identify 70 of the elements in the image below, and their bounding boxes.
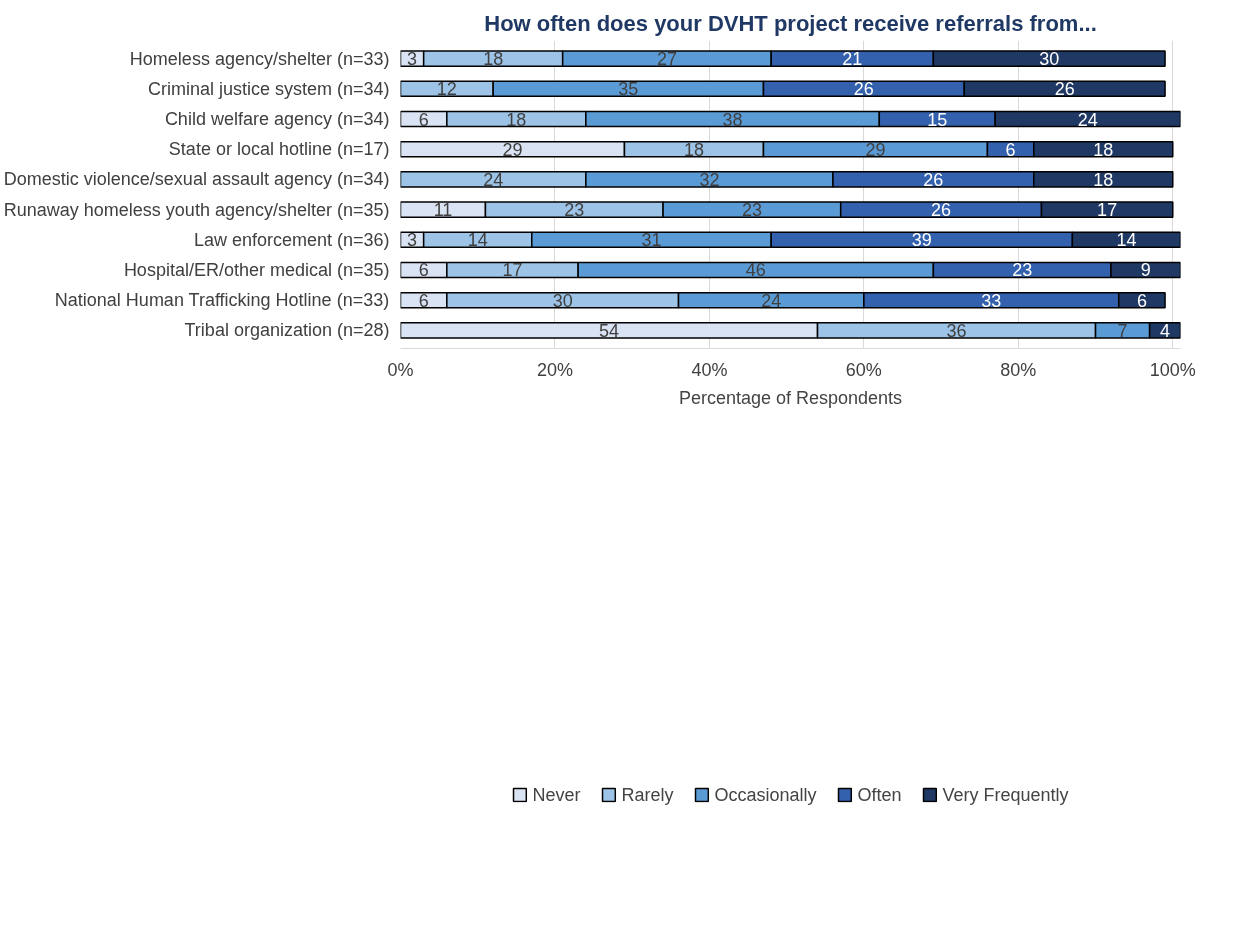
legend-label: Never xyxy=(532,784,581,806)
data-label: 6 xyxy=(1136,290,1147,311)
y-tick-label: Law enforcement (n=36) xyxy=(193,229,390,250)
data-label: 9 xyxy=(1140,260,1151,281)
data-label: 24 xyxy=(761,290,782,311)
data-label: 26 xyxy=(923,169,944,190)
data-label: 4 xyxy=(1160,320,1171,341)
data-label: 17 xyxy=(1097,200,1118,221)
y-tick-label: Hospital/ER/other medical (n=35) xyxy=(123,259,390,280)
data-label: 6 xyxy=(1005,139,1016,160)
data-label: 30 xyxy=(552,290,573,311)
y-tick-label: Child welfare agency (n=34) xyxy=(164,109,390,130)
data-label: 32 xyxy=(699,169,720,190)
y-tick-label: State or local hotline (n=17) xyxy=(168,139,390,160)
x-tick-label: 100% xyxy=(1149,359,1196,380)
data-label: 21 xyxy=(842,49,863,70)
y-tick-label: Homeless agency/shelter (n=33) xyxy=(129,48,390,69)
legend-label: Occasionally xyxy=(714,784,817,806)
x-tick-label: 60% xyxy=(845,359,882,380)
data-label: 23 xyxy=(564,200,585,221)
legend-label: Rarely xyxy=(621,784,674,806)
data-label: 24 xyxy=(483,169,504,190)
data-label: 6 xyxy=(418,290,429,311)
data-label: 46 xyxy=(745,260,766,281)
data-label: 18 xyxy=(683,139,704,160)
data-label: 54 xyxy=(599,320,620,341)
data-label: 3 xyxy=(407,49,418,70)
y-tick-label: Domestic violence/sexual assault agency (n=34) xyxy=(3,169,390,190)
x-tick-label: 20% xyxy=(536,359,573,380)
data-label: 14 xyxy=(467,230,488,251)
data-label: 23 xyxy=(741,200,762,221)
data-label: 38 xyxy=(722,109,743,130)
data-label: 29 xyxy=(502,139,523,160)
data-label: 11 xyxy=(433,200,453,221)
data-label: 36 xyxy=(946,320,967,341)
data-label: 29 xyxy=(865,139,886,160)
data-label: 7 xyxy=(1117,320,1128,341)
data-label: 12 xyxy=(436,79,457,100)
legend-label: Often xyxy=(857,784,902,806)
data-label: 6 xyxy=(418,260,429,281)
data-label: 18 xyxy=(483,49,504,70)
data-label: 17 xyxy=(502,260,523,281)
data-label: 26 xyxy=(853,79,874,100)
y-tick-label: Runaway homeless youth agency/shelter (n=35) xyxy=(3,199,390,220)
data-label: 15 xyxy=(927,109,948,130)
data-label: 6 xyxy=(418,109,429,130)
data-label: 14 xyxy=(1116,230,1137,251)
data-label: 26 xyxy=(1054,79,1075,100)
y-tick-label: Criminal justice system (n=34) xyxy=(147,78,390,99)
x-tick-label: 0% xyxy=(387,359,414,380)
y-tick-label: Tribal organization (n=28) xyxy=(184,320,390,341)
data-label: 30 xyxy=(1039,49,1060,70)
data-label: 3 xyxy=(407,230,418,251)
y-tick-label: National Human Trafficking Hotline (n=33) xyxy=(54,290,390,311)
data-label: 18 xyxy=(1093,139,1114,160)
data-label: 33 xyxy=(981,290,1002,311)
data-label: 31 xyxy=(641,230,662,251)
data-label: 18 xyxy=(1093,169,1114,190)
x-tick-label: 40% xyxy=(691,359,728,380)
x-axis-title: Percentage of Respondents xyxy=(678,387,903,408)
data-label: 18 xyxy=(506,109,527,130)
data-label: 26 xyxy=(931,200,952,221)
data-label: 27 xyxy=(656,49,677,70)
data-label: 24 xyxy=(1077,109,1098,130)
legend-label: Very Frequently xyxy=(942,784,1069,806)
data-label: 35 xyxy=(618,79,639,100)
chart-title: How often does your DVHT project receive referrals from... xyxy=(484,10,1097,36)
data-label: 39 xyxy=(911,230,932,251)
data-label: 23 xyxy=(1012,260,1033,281)
x-tick-label: 80% xyxy=(1000,359,1037,380)
